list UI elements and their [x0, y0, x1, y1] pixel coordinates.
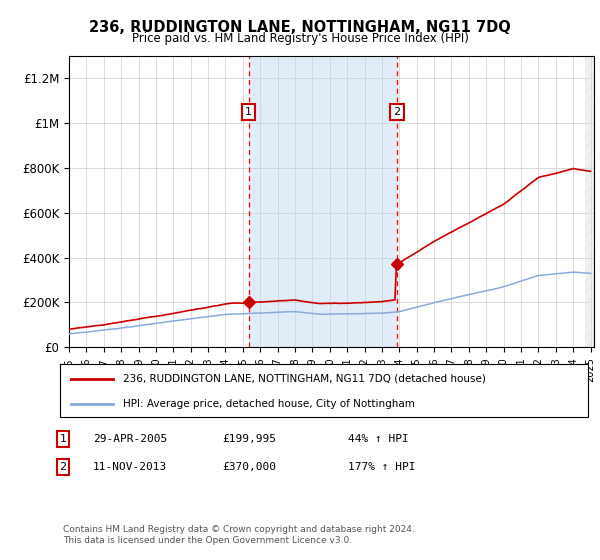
Bar	[248, 56, 397, 347]
Text: 11-NOV-2013: 11-NOV-2013	[93, 462, 167, 472]
Text: 236, RUDDINGTON LANE, NOTTINGHAM, NG11 7DQ (detached house): 236, RUDDINGTON LANE, NOTTINGHAM, NG11 7…	[124, 374, 486, 384]
Text: 29-APR-2005: 29-APR-2005	[93, 434, 167, 444]
Text: £370,000: £370,000	[222, 462, 276, 472]
Text: 1: 1	[59, 434, 67, 444]
Text: 44% ↑ HPI: 44% ↑ HPI	[348, 434, 409, 444]
Text: 2: 2	[394, 107, 401, 117]
Text: Price paid vs. HM Land Registry's House Price Index (HPI): Price paid vs. HM Land Registry's House …	[131, 32, 469, 45]
FancyBboxPatch shape	[60, 364, 588, 417]
Text: HPI: Average price, detached house, City of Nottingham: HPI: Average price, detached house, City…	[124, 399, 415, 409]
Text: 2: 2	[59, 462, 67, 472]
Text: Contains HM Land Registry data © Crown copyright and database right 2024.
This d: Contains HM Land Registry data © Crown c…	[63, 525, 415, 545]
Text: 1: 1	[245, 107, 252, 117]
Text: 236, RUDDINGTON LANE, NOTTINGHAM, NG11 7DQ: 236, RUDDINGTON LANE, NOTTINGHAM, NG11 7…	[89, 20, 511, 35]
Text: 177% ↑ HPI: 177% ↑ HPI	[348, 462, 415, 472]
Text: £199,995: £199,995	[222, 434, 276, 444]
Bar	[586, 56, 594, 347]
